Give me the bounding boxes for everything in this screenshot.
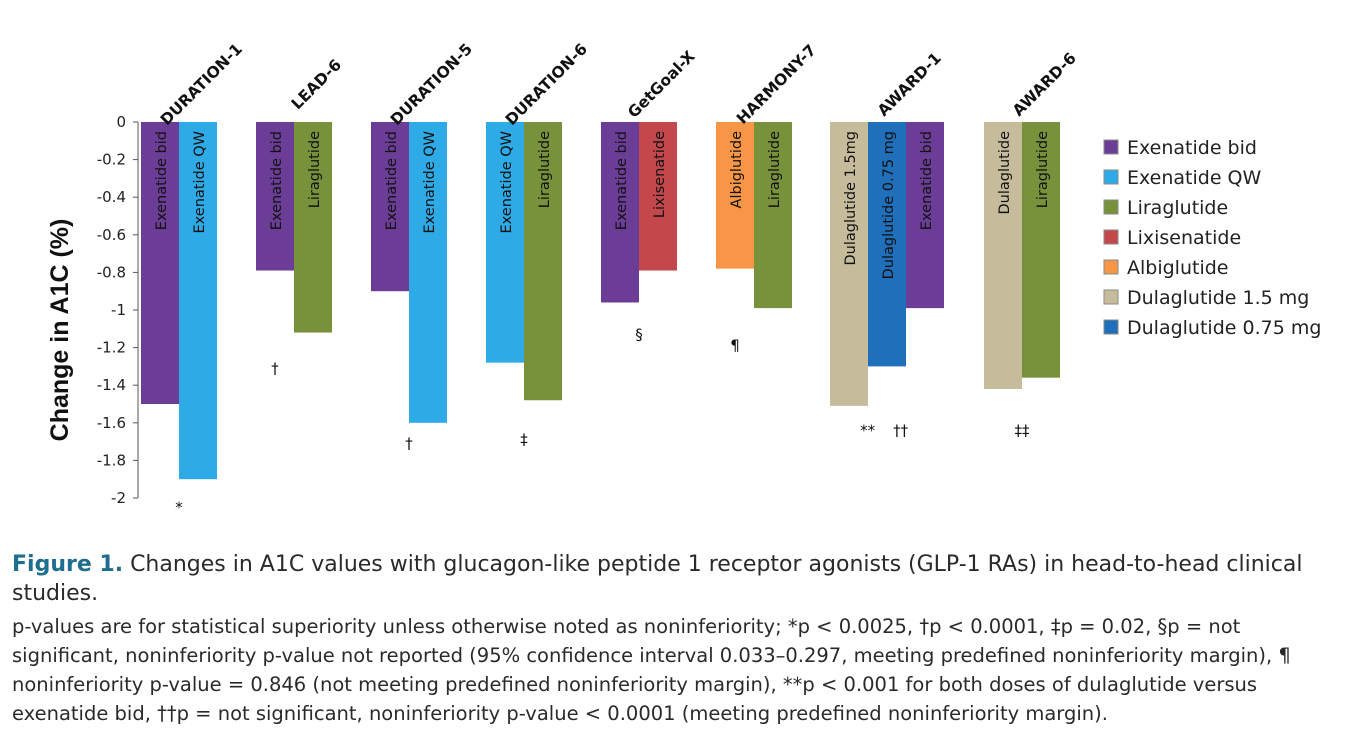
bar-label: Dulaglutide 1.5mg: [843, 131, 859, 266]
figure-label: Figure 1.: [12, 552, 124, 577]
legend-swatch: [1103, 229, 1119, 245]
caption-footnote: p-values are for statistical superiority…: [12, 615, 1291, 725]
y-tick-label: -1: [111, 301, 126, 319]
bar-label: Exenatide QW: [422, 131, 438, 234]
bar: [1022, 122, 1060, 378]
bar: [716, 122, 754, 269]
bar-label: Dulaglutide: [997, 131, 1013, 215]
bar-label: Dulaglutide 0.75 mg: [881, 131, 897, 279]
figure-caption: Figure 1. Changes in A1C values with glu…: [12, 550, 1347, 728]
bar-label: Exenatide bid: [269, 131, 285, 230]
legend-label: Exenatide QW: [1127, 167, 1262, 189]
study-heading: HARMONY-7: [733, 41, 820, 128]
bar-label: Liraglutide: [767, 131, 783, 208]
bar: [179, 122, 217, 480]
significance-marker: §: [635, 325, 643, 343]
legend-swatch: [1103, 199, 1119, 215]
y-tick-label: -1.8: [97, 451, 126, 469]
study-heading: AWARD-1: [874, 49, 945, 120]
study-heading: DURATION-5: [387, 40, 476, 129]
bar-label: Liraglutide: [537, 131, 553, 208]
bar-label: Exenatide bid: [614, 131, 630, 230]
significance-marker: **: [860, 421, 876, 439]
bar: [906, 122, 944, 309]
y-tick-label: -1.6: [97, 414, 126, 432]
y-tick-label: -1.2: [97, 339, 126, 357]
y-tick-label: -1.4: [97, 376, 126, 394]
bar: [639, 122, 677, 271]
significance-marker: ‡: [520, 431, 528, 449]
bar: [830, 122, 868, 406]
legend-swatch: [1103, 139, 1119, 155]
caption-title: Figure 1. Changes in A1C values with glu…: [12, 550, 1347, 608]
study-heading: LEAD-6: [288, 56, 345, 113]
legend-label: Dulaglutide 0.75 mg: [1127, 317, 1321, 339]
bar-label: Exenatide QW: [499, 131, 515, 234]
bar-label: Lixisenatide: [652, 131, 668, 218]
bar: [409, 122, 447, 423]
study-heading: AWARD-6: [1009, 49, 1080, 120]
significance-marker: †: [405, 434, 413, 452]
bar: [294, 122, 332, 333]
a1c-chart: 0 -0.2 -0.4 -0.6 -0.8 -1 -1.2 -1.4 -1.6 -1.8 -2 Cha…: [46, 40, 1321, 516]
legend-label: Liraglutide: [1127, 197, 1228, 219]
study-heading: DURATION-6: [502, 40, 591, 129]
bar-label: Exenatide bid: [384, 131, 400, 230]
bar: [984, 122, 1022, 389]
caption-title-text: Changes in A1C values with glucagon-like…: [12, 552, 1303, 606]
legend-swatch: [1103, 319, 1119, 335]
bar-label: Albiglutide: [729, 131, 745, 209]
study-heading: DURATION-1: [157, 40, 246, 129]
bar: [601, 122, 639, 303]
legend-label: Dulaglutide 1.5 mg: [1127, 287, 1309, 309]
legend-swatch: [1103, 289, 1119, 305]
y-tick-label: -0.6: [97, 226, 126, 244]
bar-label: Liraglutide: [307, 131, 323, 208]
y-axis-title: Change in A1C (%): [46, 219, 74, 442]
significance-marker: ‡‡: [1015, 421, 1031, 439]
bar: [371, 122, 409, 292]
bar-label: Exenatide bid: [919, 131, 935, 230]
y-tick-label: -0.4: [97, 188, 126, 206]
y-tick-label: -0.8: [97, 263, 126, 281]
bar: [868, 122, 906, 367]
legend-swatch: [1103, 169, 1119, 185]
bar-label: Liraglutide: [1035, 131, 1051, 208]
bar-label: Exenatide QW: [192, 131, 208, 234]
y-tick-label: -2: [111, 489, 126, 507]
bar: [486, 122, 524, 363]
significance-marker: ¶: [730, 337, 740, 355]
bar: [141, 122, 179, 404]
bar-label: Exenatide bid: [154, 131, 170, 230]
legend-label: Lixisenatide: [1127, 227, 1241, 249]
study-heading: GetGoal-X: [624, 47, 698, 121]
significance-marker: †: [271, 359, 279, 377]
legend-label: Exenatide bid: [1127, 137, 1257, 159]
legend-swatch: [1103, 259, 1119, 275]
legend-label: Albiglutide: [1127, 257, 1228, 279]
bar: [754, 122, 792, 309]
bar: [256, 122, 294, 271]
significance-marker: *: [175, 498, 183, 516]
y-tick-label: 0: [116, 113, 126, 131]
significance-marker: ††: [893, 421, 909, 439]
bar: [524, 122, 562, 401]
y-tick-label: -0.2: [97, 151, 126, 169]
